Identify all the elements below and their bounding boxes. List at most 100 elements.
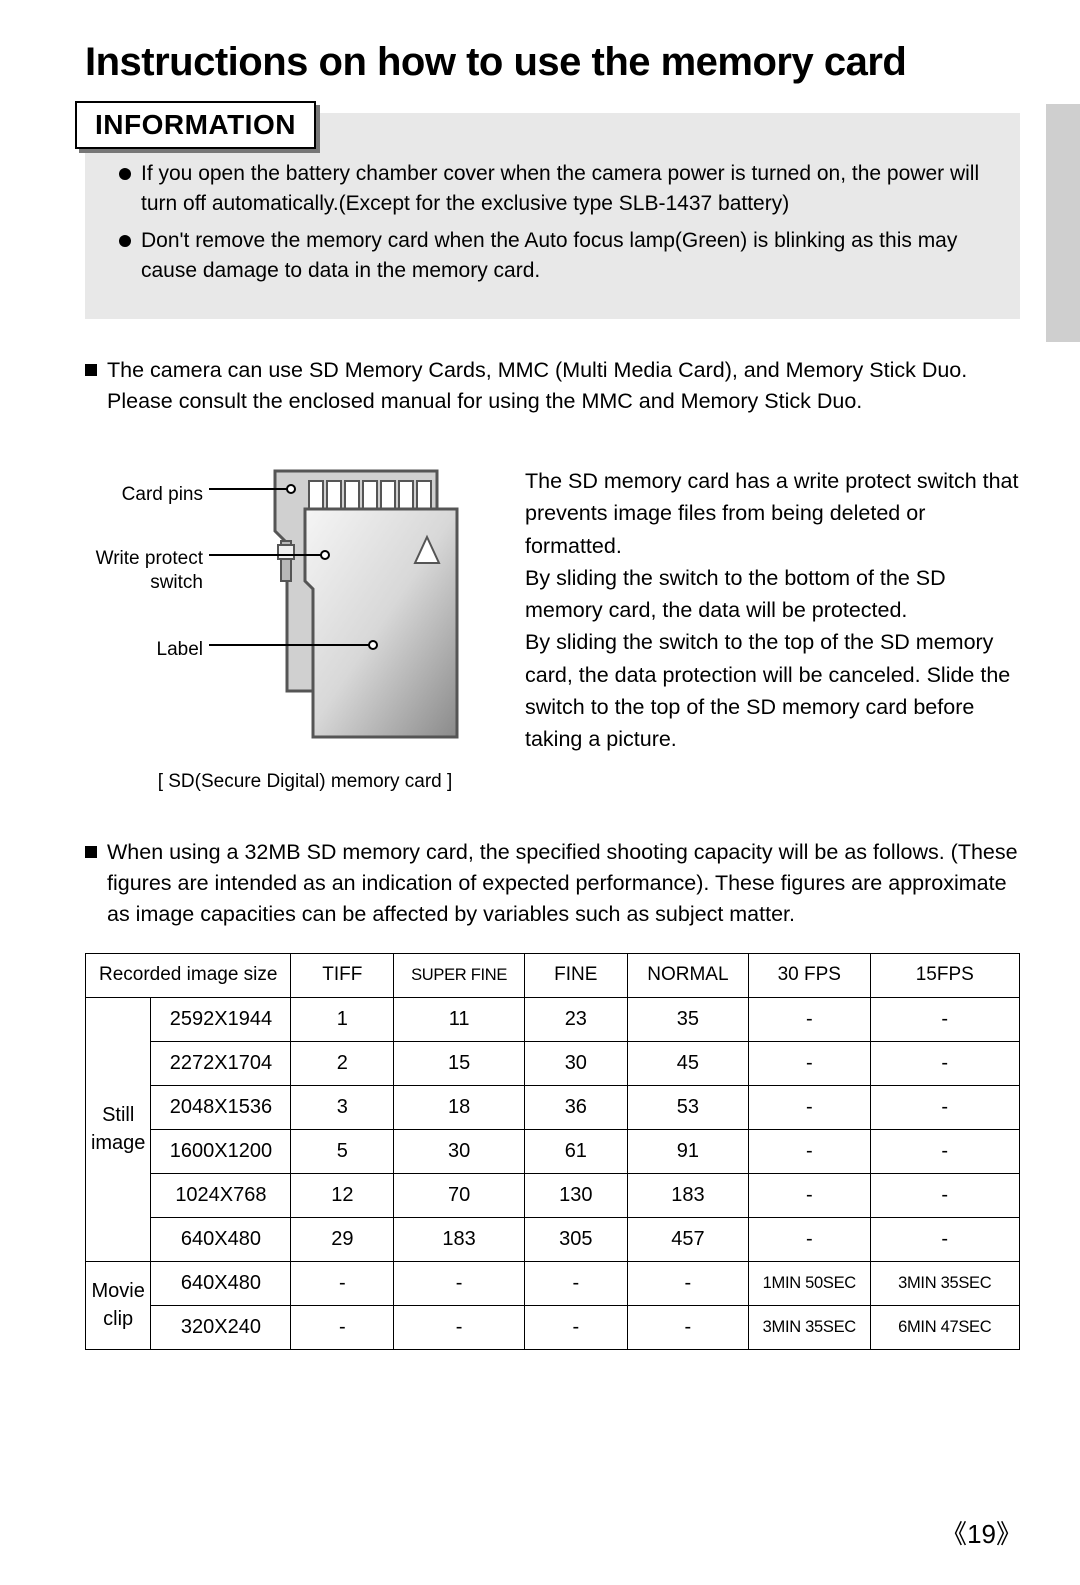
diagram-description: The SD memory card has a write protect s…	[525, 463, 1020, 793]
diagram-column: Card pins Write protect switch Label	[85, 463, 485, 793]
table-header-row: Recorded image size TIFF SUPER FINE FINE…	[86, 953, 1020, 997]
body-bullet-text: When using a 32MB SD memory card, the sp…	[107, 837, 1020, 931]
info-header-box: INFORMATION	[75, 101, 316, 149]
table-cell: -	[627, 1261, 748, 1305]
table-row: 640X48029183305457--	[86, 1217, 1020, 1261]
table-cell: 6MIN 47SEC	[870, 1305, 1020, 1349]
page: Instructions on how to use the memory ca…	[0, 0, 1080, 1585]
bullet-round-icon	[119, 235, 131, 247]
sd-card-icon	[85, 459, 485, 759]
info-bullet-text: If you open the battery chamber cover wh…	[141, 159, 986, 220]
body-bullet-item: The camera can use SD Memory Cards, MMC …	[85, 355, 1020, 417]
table-header: NORMAL	[627, 953, 748, 997]
table-cell: -	[749, 1041, 870, 1085]
table-cell: 18	[394, 1085, 525, 1129]
table-size-cell: 2272X1704	[151, 1041, 291, 1085]
diagram-row: Card pins Write protect switch Label	[85, 463, 1020, 793]
info-bullet-text: Don't remove the memory card when the Au…	[141, 226, 986, 287]
bullet-square-icon	[85, 846, 97, 858]
table-row: 1024X7681270130183--	[86, 1173, 1020, 1217]
table-size-cell: 2048X1536	[151, 1085, 291, 1129]
table-group-label: Stillimage	[86, 997, 151, 1261]
table-row: 320X240----3MIN 35SEC6MIN 47SEC	[86, 1305, 1020, 1349]
table-header: 30 FPS	[749, 953, 870, 997]
table-row: Stillimage2592X19441112335--	[86, 997, 1020, 1041]
table-header: 15FPS	[870, 953, 1020, 997]
table-header-span: Recorded image size	[86, 953, 291, 997]
information-box: INFORMATION If you open the battery cham…	[85, 113, 1020, 319]
diagram-caption: [ SD(Secure Digital) memory card ]	[145, 771, 465, 793]
table-cell: -	[627, 1305, 748, 1349]
table-cell: 1	[291, 997, 394, 1041]
table-row: 2272X17042153045--	[86, 1041, 1020, 1085]
table-cell: 130	[524, 1173, 627, 1217]
table-group-label: Movieclip	[86, 1261, 151, 1349]
table-header: TIFF	[291, 953, 394, 997]
table-row: Movieclip640X480----1MIN 50SEC3MIN 35SEC	[86, 1261, 1020, 1305]
bullet-square-icon	[85, 364, 97, 376]
table-cell: -	[394, 1261, 525, 1305]
table-cell: -	[749, 1129, 870, 1173]
table-size-cell: 320X240	[151, 1305, 291, 1349]
table-cell: 457	[627, 1217, 748, 1261]
table-cell: 183	[627, 1173, 748, 1217]
table-cell: -	[870, 997, 1020, 1041]
table-cell: -	[749, 1085, 870, 1129]
side-tab	[1046, 104, 1080, 342]
table-cell: 70	[394, 1173, 525, 1217]
info-bullet-item: If you open the battery chamber cover wh…	[119, 159, 986, 220]
page-number: 《19》	[941, 1514, 1022, 1551]
table-cell: 15	[394, 1041, 525, 1085]
table-cell: 30	[524, 1041, 627, 1085]
table-cell: 30	[394, 1129, 525, 1173]
table-cell: -	[870, 1041, 1020, 1085]
info-bullet-item: Don't remove the memory card when the Au…	[119, 226, 986, 287]
body-bullet-text: The camera can use SD Memory Cards, MMC …	[107, 355, 1020, 417]
capacity-table: Recorded image size TIFF SUPER FINE FINE…	[85, 953, 1020, 1350]
table-cell: -	[524, 1261, 627, 1305]
table-cell: 91	[627, 1129, 748, 1173]
page-number-value: 19	[967, 1519, 996, 1549]
bullet-round-icon	[119, 168, 131, 180]
table-cell: 305	[524, 1217, 627, 1261]
table-row: 1600X12005306191--	[86, 1129, 1020, 1173]
table-cell: -	[291, 1261, 394, 1305]
table-cell: 35	[627, 997, 748, 1041]
table-cell: -	[524, 1305, 627, 1349]
table-cell: 183	[394, 1217, 525, 1261]
table-cell: 3	[291, 1085, 394, 1129]
table-cell: -	[870, 1217, 1020, 1261]
table-header: FINE	[524, 953, 627, 997]
info-body: If you open the battery chamber cover wh…	[85, 157, 1020, 319]
body-bullet-item: When using a 32MB SD memory card, the sp…	[85, 837, 1020, 931]
table-cell: 29	[291, 1217, 394, 1261]
table-cell: 23	[524, 997, 627, 1041]
table-size-cell: 1600X1200	[151, 1129, 291, 1173]
page-title: Instructions on how to use the memory ca…	[85, 40, 1020, 85]
table-cell: -	[870, 1085, 1020, 1129]
table-cell: 2	[291, 1041, 394, 1085]
table-cell: 61	[524, 1129, 627, 1173]
table-cell: 12	[291, 1173, 394, 1217]
table-cell: 5	[291, 1129, 394, 1173]
table-cell: 45	[627, 1041, 748, 1085]
table-size-cell: 2592X1944	[151, 997, 291, 1041]
table-cell: 53	[627, 1085, 748, 1129]
table-cell: -	[870, 1129, 1020, 1173]
table-cell: 11	[394, 997, 525, 1041]
table-size-cell: 1024X768	[151, 1173, 291, 1217]
table-cell: -	[870, 1173, 1020, 1217]
table-cell: 1MIN 50SEC	[749, 1261, 870, 1305]
table-cell: -	[749, 1173, 870, 1217]
table-cell: -	[394, 1305, 525, 1349]
table-size-cell: 640X480	[151, 1261, 291, 1305]
table-row: 2048X15363183653--	[86, 1085, 1020, 1129]
table-cell: 3MIN 35SEC	[749, 1305, 870, 1349]
table-size-cell: 640X480	[151, 1217, 291, 1261]
info-header: INFORMATION	[95, 109, 296, 140]
table-header: SUPER FINE	[394, 953, 525, 997]
table-cell: 36	[524, 1085, 627, 1129]
table-cell: -	[749, 1217, 870, 1261]
table-cell: -	[749, 997, 870, 1041]
table-cell: -	[291, 1305, 394, 1349]
